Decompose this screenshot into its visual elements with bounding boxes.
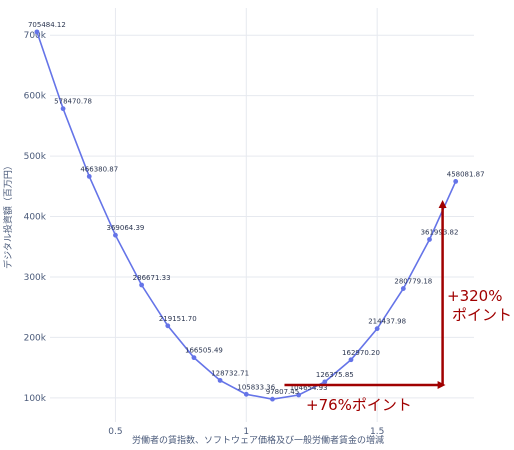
data-label: 369064.39 <box>107 224 145 232</box>
data-label: 126375.85 <box>316 371 354 379</box>
y-tick-label: 300k <box>24 273 47 283</box>
data-labels: 705484.12 578470.78 466380.87 369064.39 2866… <box>28 21 485 396</box>
data-label: 458081.87 <box>447 170 485 178</box>
data-label: 105833.36 <box>237 383 275 391</box>
data-label: 97807.45 <box>266 388 299 396</box>
data-label: 578470.78 <box>54 98 92 106</box>
grid-lines <box>50 8 474 422</box>
y-tick-label: 600k <box>24 92 47 102</box>
data-point <box>60 106 66 112</box>
data-label: 286671.33 <box>133 274 171 282</box>
data-point <box>374 326 380 332</box>
y-axis-title: デジタル投資額（百万円） <box>2 161 14 269</box>
data-label: 466380.87 <box>80 165 118 173</box>
x-tick-label: 1.5 <box>370 427 384 437</box>
data-point <box>113 232 118 238</box>
series-group <box>34 29 459 402</box>
x-tick-labels: 0.5 1 1.5 <box>108 427 384 437</box>
annotation-76-percent: +76%ポイント <box>306 396 412 414</box>
data-point <box>400 286 406 291</box>
x-axis-title: 労働者の賃指数、ソフトウェア価格及び一般労働者賃金の増減 <box>132 434 384 446</box>
y-tick-label: 700k <box>24 31 47 41</box>
data-point <box>86 173 92 179</box>
y-tick-label: 200k <box>24 333 47 343</box>
data-label: 219151.70 <box>159 315 197 323</box>
data-point <box>270 396 275 402</box>
y-tick-label: 100k <box>24 394 47 404</box>
y-tick-label: 500k <box>24 152 47 162</box>
y-tick-labels: 100k 200k 300k 400k 500k 600k 700k <box>24 31 47 404</box>
data-point <box>34 29 40 35</box>
data-point <box>165 323 171 329</box>
data-label: 162970.20 <box>342 349 380 357</box>
data-point <box>322 379 328 385</box>
data-label: 280779.18 <box>394 278 432 286</box>
annotation-320-points: ポイント <box>452 306 512 324</box>
annotations: +76%ポイント +320% ポイント <box>284 200 512 414</box>
data-label: 361993.82 <box>421 228 459 236</box>
data-point <box>453 179 459 184</box>
x-tick-label: 0.5 <box>108 427 122 437</box>
data-point <box>427 237 432 242</box>
y-tick-label: 400k <box>24 213 47 223</box>
data-point <box>191 355 197 361</box>
data-label: 166505.49 <box>185 347 223 355</box>
data-point <box>348 357 354 363</box>
data-label: 128732.71 <box>211 369 249 377</box>
data-point <box>296 392 302 398</box>
data-point <box>243 391 249 397</box>
x-tick-label: 1 <box>243 427 249 437</box>
data-label: 705484.12 <box>28 21 66 29</box>
data-label: 104654.93 <box>290 384 328 392</box>
data-point <box>217 378 223 383</box>
data-point <box>139 282 145 288</box>
annotation-320-percent: +320% <box>447 287 502 305</box>
data-label: 214437.98 <box>368 318 406 326</box>
